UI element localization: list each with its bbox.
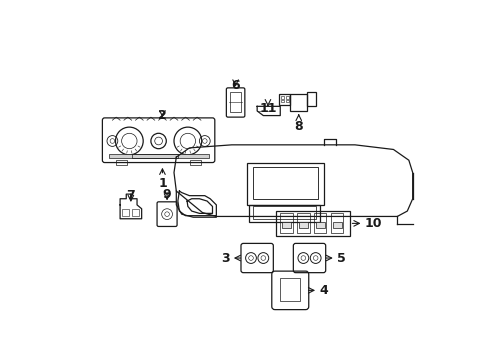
Text: 8: 8 (294, 120, 303, 133)
Bar (306, 93, 316, 106)
Text: 1: 1 (158, 177, 166, 190)
Text: 7: 7 (126, 189, 135, 202)
Bar (281, 96, 284, 99)
Text: 2: 2 (158, 109, 166, 122)
Bar (108, 154, 208, 158)
Bar (280, 278, 300, 301)
Bar (281, 100, 284, 103)
Text: 4: 4 (319, 284, 327, 297)
Bar (313, 213, 326, 233)
Text: 5: 5 (337, 252, 346, 265)
Text: 10: 10 (364, 217, 382, 230)
Bar (290, 94, 306, 111)
Bar (279, 94, 290, 105)
Bar (116, 160, 127, 165)
Bar (330, 213, 343, 233)
Text: 6: 6 (231, 78, 240, 91)
Bar (285, 96, 288, 99)
Bar (122, 209, 129, 216)
Bar (297, 213, 309, 233)
Bar (249, 205, 320, 222)
Text: 9: 9 (163, 188, 171, 201)
Text: 3: 3 (221, 252, 229, 265)
Bar (230, 93, 241, 112)
Bar (280, 213, 292, 233)
Bar (315, 222, 324, 228)
Bar (285, 100, 288, 103)
Bar (298, 222, 307, 228)
Bar (281, 222, 290, 228)
Bar (190, 160, 201, 165)
Bar (253, 206, 316, 219)
Bar (131, 154, 178, 158)
Bar (253, 167, 317, 199)
Bar (276, 211, 349, 236)
Bar (332, 222, 341, 228)
Text: 11: 11 (259, 102, 276, 115)
Bar (246, 163, 324, 205)
Bar (131, 209, 139, 216)
